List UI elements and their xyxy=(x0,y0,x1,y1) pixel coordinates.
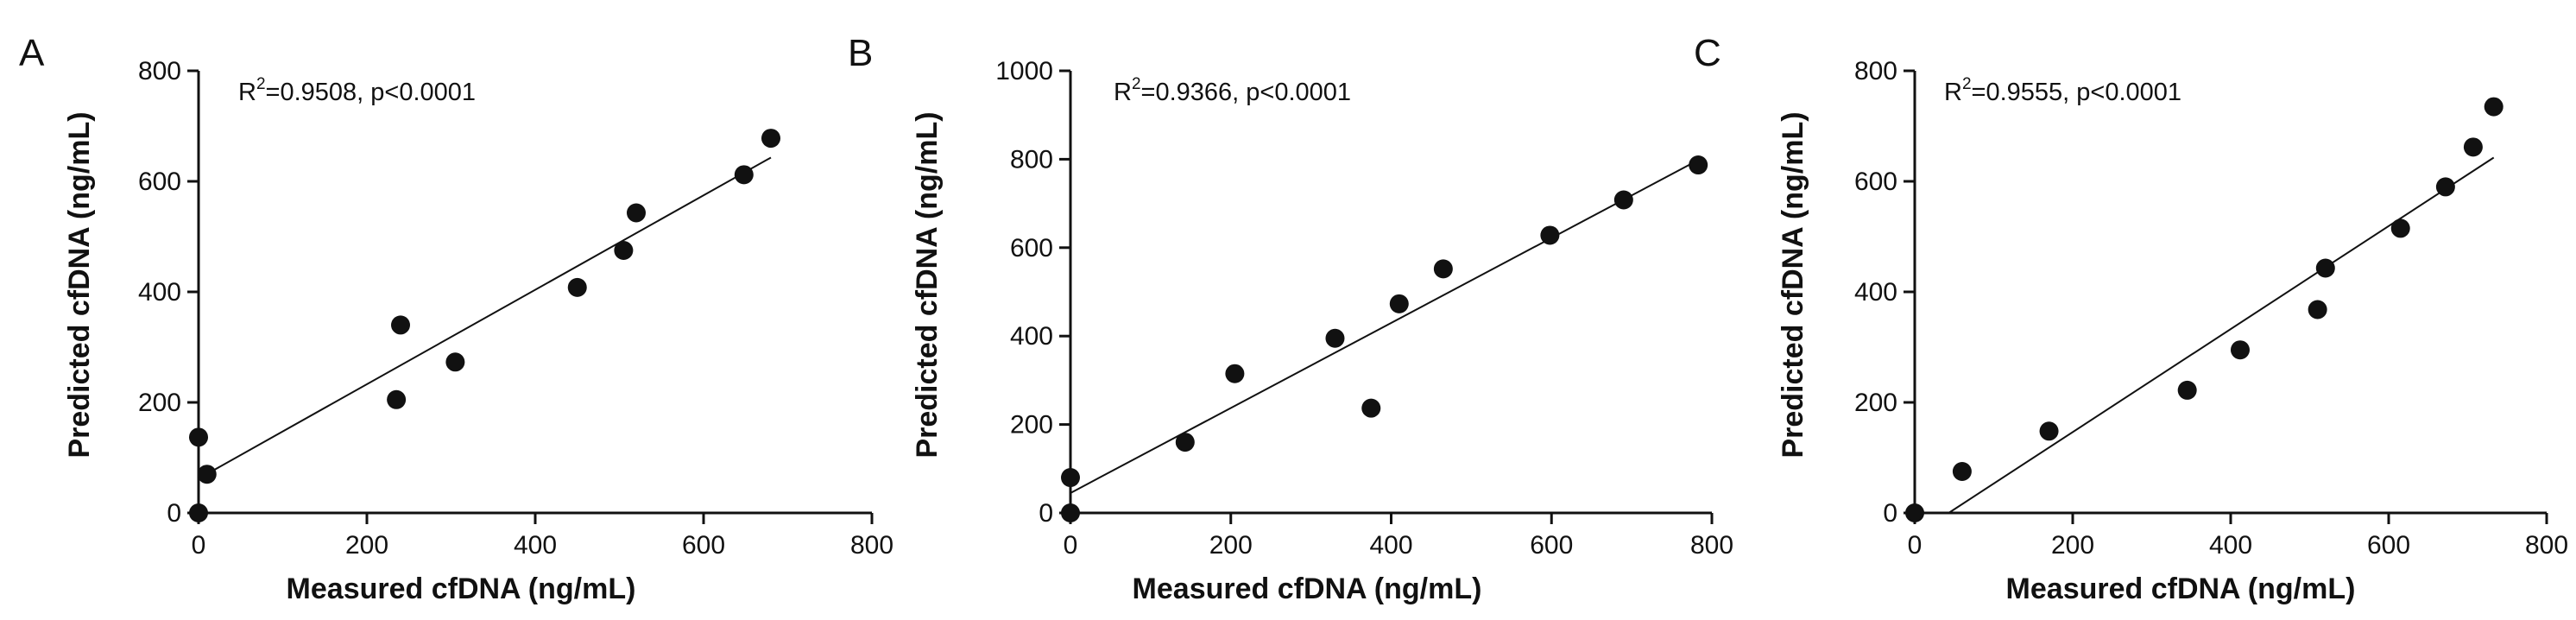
x-tick-label-a: 200 xyxy=(345,531,388,560)
data-point-a xyxy=(627,203,646,223)
data-point-c xyxy=(2230,340,2250,360)
data-point-c xyxy=(2308,300,2327,319)
data-point-c xyxy=(2039,421,2059,441)
panel-c: C Predicted cfDNA (ng/mL) Measured cfDNA… xyxy=(1694,32,2568,605)
data-point-b xyxy=(1325,328,1345,348)
x-tick-label-a: 600 xyxy=(682,531,725,560)
data-point-c xyxy=(2177,380,2197,400)
data-point-b xyxy=(1613,190,1633,210)
x-tick-label-b: 600 xyxy=(1530,531,1573,560)
y-tick-label-b: 800 xyxy=(1010,145,1053,174)
x-tick-label-c: 800 xyxy=(2525,531,2568,560)
data-point-c xyxy=(2484,97,2503,117)
data-point-c xyxy=(2435,177,2455,197)
data-point-b xyxy=(1433,259,1453,279)
regression-line-b xyxy=(1070,158,1701,494)
data-point-b xyxy=(1689,155,1708,175)
y-tick-label-b: 1000 xyxy=(995,57,1053,85)
data-point-a xyxy=(567,277,587,297)
x-axis-title-b: Measured cfDNA (ng/mL) xyxy=(1133,573,1482,605)
y-tick-label-a: 400 xyxy=(138,278,181,307)
y-tick-label-a: 200 xyxy=(138,389,181,417)
x-tick-label-c: 400 xyxy=(2209,531,2252,560)
data-point-c xyxy=(1952,462,1972,481)
y-tick-label-b: 200 xyxy=(1010,411,1053,440)
y-tick-label-c: 800 xyxy=(1854,57,1897,85)
x-tick-label-a: 800 xyxy=(850,531,893,560)
panel-a: A Predicted cfDNA (ng/mL) Measured cfDNA… xyxy=(19,32,893,605)
data-point-b xyxy=(1175,433,1195,452)
data-point-c xyxy=(1905,503,1924,522)
x-tick-label-b: 800 xyxy=(1690,531,1733,560)
regression-line-a xyxy=(198,156,772,480)
x-tick-label-c: 600 xyxy=(2367,531,2410,560)
y-tick-label-a: 600 xyxy=(138,168,181,196)
x-tick-label-a: 0 xyxy=(192,531,206,560)
r-squared-annotation-b: R2=0.9366, p<0.0001 xyxy=(1114,75,1351,106)
data-point-b xyxy=(1540,225,1560,245)
panel-letter-b: B xyxy=(848,32,873,74)
x-tick-label-b: 0 xyxy=(1064,531,1078,560)
y-axis-title-a: Predicted cfDNA (ng/mL) xyxy=(63,111,96,458)
data-point-a xyxy=(391,315,410,335)
panel-letter-c: C xyxy=(1694,32,1721,74)
y-tick-label-b: 400 xyxy=(1010,322,1053,351)
y-tick-label-c: 400 xyxy=(1854,278,1897,307)
data-point-c xyxy=(2315,258,2335,278)
data-point-a xyxy=(197,465,217,484)
data-point-a xyxy=(189,503,208,522)
regression-line-c xyxy=(1948,156,2495,514)
y-axis-title-c: Predicted cfDNA (ng/mL) xyxy=(1777,111,1809,458)
data-point-b xyxy=(1389,294,1409,313)
data-point-a xyxy=(614,241,634,260)
x-tick-label-b: 400 xyxy=(1369,531,1412,560)
x-tick-label-a: 400 xyxy=(514,531,557,560)
x-tick-label-b: 200 xyxy=(1209,531,1253,560)
data-point-a xyxy=(734,165,754,185)
y-tick-label-b: 0 xyxy=(1039,499,1053,528)
data-point-b xyxy=(1061,468,1080,488)
data-point-c xyxy=(2390,218,2410,238)
y-tick-label-a: 800 xyxy=(138,57,181,85)
y-axis-title-b: Predicted cfDNA (ng/mL) xyxy=(911,111,944,458)
data-point-a xyxy=(189,427,208,447)
data-point-a xyxy=(445,352,465,372)
y-tick-label-c: 0 xyxy=(1883,499,1897,528)
data-point-a xyxy=(387,389,407,409)
x-tick-label-c: 200 xyxy=(2051,531,2094,560)
y-tick-label-c: 600 xyxy=(1854,168,1897,196)
y-tick-label-c: 200 xyxy=(1854,389,1897,417)
data-point-b xyxy=(1225,364,1245,383)
data-point-a xyxy=(761,129,780,149)
r-squared-annotation-c: R2=0.9555, p<0.0001 xyxy=(1944,75,2181,106)
x-tick-label-c: 0 xyxy=(1908,531,1923,560)
r-squared-annotation-a: R2=0.9508, p<0.0001 xyxy=(238,75,476,106)
x-axis-title-c: Measured cfDNA (ng/mL) xyxy=(2006,573,2356,605)
panel-letter-a: A xyxy=(19,32,45,74)
data-point-c xyxy=(2463,137,2483,157)
y-tick-label-a: 0 xyxy=(167,499,181,528)
panel-b: B Predicted cfDNA (ng/mL) Measured cfDNA… xyxy=(848,32,1733,605)
x-axis-title-a: Measured cfDNA (ng/mL) xyxy=(287,573,636,605)
data-point-b xyxy=(1061,503,1080,522)
data-point-b xyxy=(1361,398,1381,418)
y-tick-label-b: 600 xyxy=(1010,234,1053,263)
